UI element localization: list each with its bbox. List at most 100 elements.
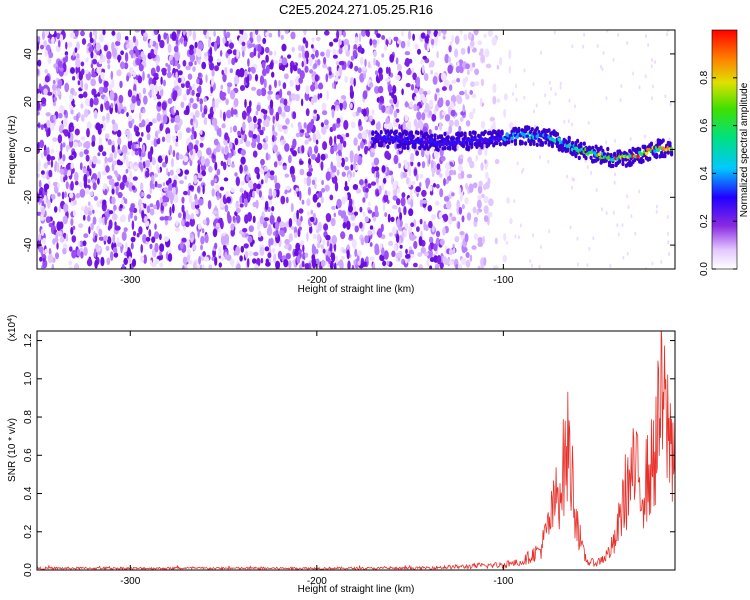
noise-pixel: [269, 170, 275, 176]
noise-pixel: [115, 186, 119, 196]
noise-pixel: [368, 134, 372, 142]
noise-pixel: [382, 177, 387, 184]
noise-pixel: [89, 31, 93, 39]
noise-pixel: [450, 94, 457, 104]
noise-pixel: [535, 103, 538, 108]
noise-pixel: [506, 197, 510, 204]
noise-pixel: [460, 47, 466, 55]
noise-pixel: [240, 156, 246, 165]
noise-pixel: [174, 84, 180, 91]
noise-pixel: [51, 194, 56, 200]
noise-pixel: [159, 123, 163, 132]
noise-pixel: [81, 38, 87, 45]
noise-pixel: [148, 121, 153, 126]
noise-pixel: [73, 91, 77, 96]
noise-pixel: [418, 264, 424, 269]
noise-pixel: [433, 149, 439, 159]
noise-pixel: [574, 104, 576, 109]
noise-pixel: [470, 81, 476, 87]
noise-pixel: [325, 171, 331, 181]
noise-pixel: [87, 179, 91, 184]
noise-pixel: [40, 207, 46, 216]
noise-pixel: [483, 257, 487, 266]
noise-pixel: [162, 161, 167, 168]
noise-pixel: [321, 259, 326, 268]
noise-pixel: [75, 57, 81, 68]
noise-pixel: [320, 122, 324, 128]
noise-pixel: [94, 259, 98, 269]
noise-pixel: [462, 104, 466, 113]
noise-pixel: [357, 145, 361, 152]
noise-pixel: [206, 31, 210, 39]
noise-pixel: [419, 182, 422, 188]
noise-pixel: [111, 188, 115, 195]
noise-pixel: [445, 99, 450, 107]
noise-pixel: [248, 191, 251, 202]
noise-pixel: [290, 122, 294, 129]
noise-pixel: [651, 84, 654, 89]
noise-pixel: [120, 61, 125, 70]
noise-pixel: [421, 189, 427, 197]
noise-pixel: [423, 91, 428, 96]
noise-pixel: [140, 244, 143, 254]
noise-pixel: [381, 35, 386, 40]
noise-pixel: [182, 210, 186, 220]
noise-pixel: [465, 120, 471, 127]
noise-pixel: [265, 54, 269, 63]
snr-y-exponent-base: (x10: [7, 321, 18, 341]
signal-pixel: [371, 131, 375, 136]
noise-pixel: [540, 50, 543, 55]
snr-frame: [36, 330, 676, 571]
noise-pixel: [211, 118, 215, 126]
noise-pixel: [106, 175, 113, 180]
noise-pixel: [262, 37, 267, 45]
noise-pixel: [149, 208, 155, 216]
noise-pixel: [398, 162, 401, 169]
noise-pixel: [364, 216, 369, 223]
noise-pixel: [116, 32, 122, 42]
noise-pixel: [513, 199, 516, 204]
noise-pixel: [62, 215, 68, 225]
noise-pixel: [44, 248, 48, 254]
noise-pixel: [388, 232, 393, 237]
noise-pixel: [200, 103, 203, 113]
noise-pixel: [186, 248, 191, 255]
noise-pixel: [92, 58, 98, 65]
noise-pixel: [72, 51, 76, 57]
signal-pixel: [618, 159, 622, 164]
noise-pixel: [455, 263, 459, 269]
noise-pixel: [375, 177, 379, 184]
signal-core: [636, 154, 640, 159]
signal-pixel: [399, 134, 403, 139]
signal-pixel: [386, 144, 390, 149]
noise-pixel: [460, 170, 465, 179]
noise-pixel: [52, 101, 57, 107]
noise-pixel: [323, 223, 329, 231]
noise-pixel: [148, 91, 153, 97]
noise-pixel: [473, 216, 478, 223]
noise-pixel: [459, 30, 463, 35]
noise-pixel: [342, 100, 347, 110]
noise-pixel: [105, 165, 110, 173]
noise-pixel: [361, 66, 367, 71]
noise-pixel: [338, 61, 345, 66]
noise-pixel: [241, 110, 247, 120]
noise-pixel: [131, 118, 135, 124]
noise-pixel: [187, 73, 193, 80]
noise-pixel: [292, 111, 297, 120]
noise-pixel: [208, 55, 214, 64]
noise-pixel: [381, 182, 385, 191]
noise-pixel: [488, 198, 494, 207]
noise-pixel: [492, 83, 497, 93]
noise-pixel: [509, 122, 514, 130]
noise-pixel: [43, 40, 48, 48]
noise-pixel: [439, 238, 445, 246]
noise-pixel: [239, 255, 243, 262]
noise-pixel: [322, 141, 328, 151]
noise-pixel: [267, 90, 273, 95]
noise-pixel: [212, 210, 218, 215]
noise-pixel: [195, 210, 199, 215]
noise-pixel: [248, 100, 252, 108]
colorbar-tick-label: 0.4: [699, 166, 710, 180]
noise-pixel: [654, 60, 657, 65]
